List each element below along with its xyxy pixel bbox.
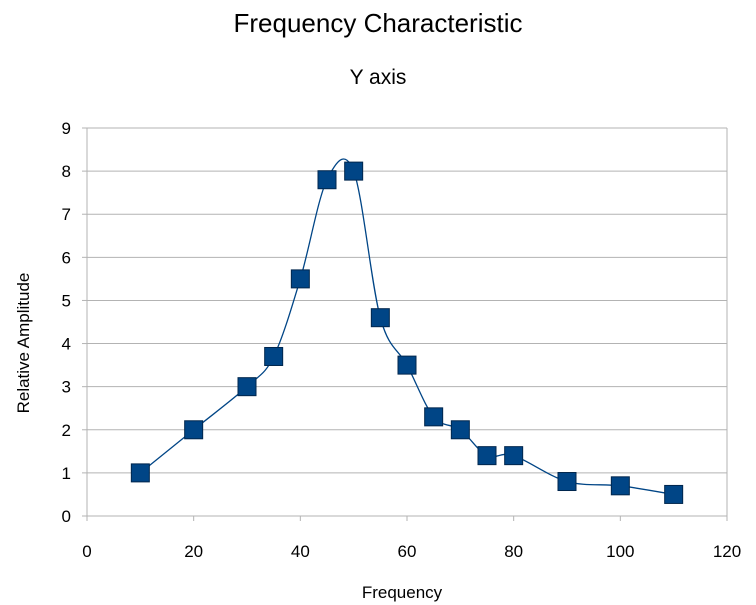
data-point (610, 476, 630, 496)
data-point (424, 407, 444, 427)
data-point (290, 269, 310, 289)
x-tick-label: 20 (184, 542, 203, 561)
y-tick-label: 9 (62, 119, 71, 138)
x-tick-label: 120 (713, 542, 741, 561)
data-point (130, 463, 150, 483)
data-point (664, 484, 684, 504)
chart-title: Frequency Characteristic (234, 8, 523, 38)
y-tick-label: 6 (62, 248, 71, 267)
axes (82, 127, 728, 521)
data-markers (130, 161, 684, 504)
series-line (139, 158, 674, 496)
y-tick-label: 5 (62, 291, 71, 310)
data-point (237, 377, 257, 397)
y-tick-label: 7 (62, 205, 71, 224)
gridlines (87, 127, 727, 517)
x-tick-labels: 0 20 40 60 80 100 120 (82, 542, 741, 561)
x-tick-label: 80 (504, 542, 523, 561)
data-point (317, 170, 337, 190)
x-tick-label: 0 (82, 542, 91, 561)
y-tick-label: 1 (62, 464, 71, 483)
data-point (184, 420, 204, 440)
y-tick-labels: 0 1 2 3 4 5 6 7 8 9 (62, 119, 71, 526)
data-point (264, 346, 284, 366)
x-axis-label: Frequency (362, 583, 443, 602)
y-tick-label: 2 (62, 421, 71, 440)
y-tick-label: 4 (62, 335, 71, 354)
data-point (397, 355, 417, 375)
data-point (450, 420, 470, 440)
y-tick-label: 3 (62, 378, 71, 397)
data-point (477, 446, 497, 466)
data-point (557, 472, 577, 492)
y-tick-label: 0 (62, 507, 71, 526)
data-point (370, 308, 390, 328)
y-axis-label: Relative Amplitude (14, 273, 33, 414)
x-tick-label: 60 (398, 542, 417, 561)
data-point (504, 446, 524, 466)
chart-subtitle: Y axis (350, 66, 407, 89)
data-point (344, 161, 364, 181)
y-tick-label: 8 (62, 162, 71, 181)
x-tick-label: 100 (606, 542, 634, 561)
x-tick-label: 40 (291, 542, 310, 561)
